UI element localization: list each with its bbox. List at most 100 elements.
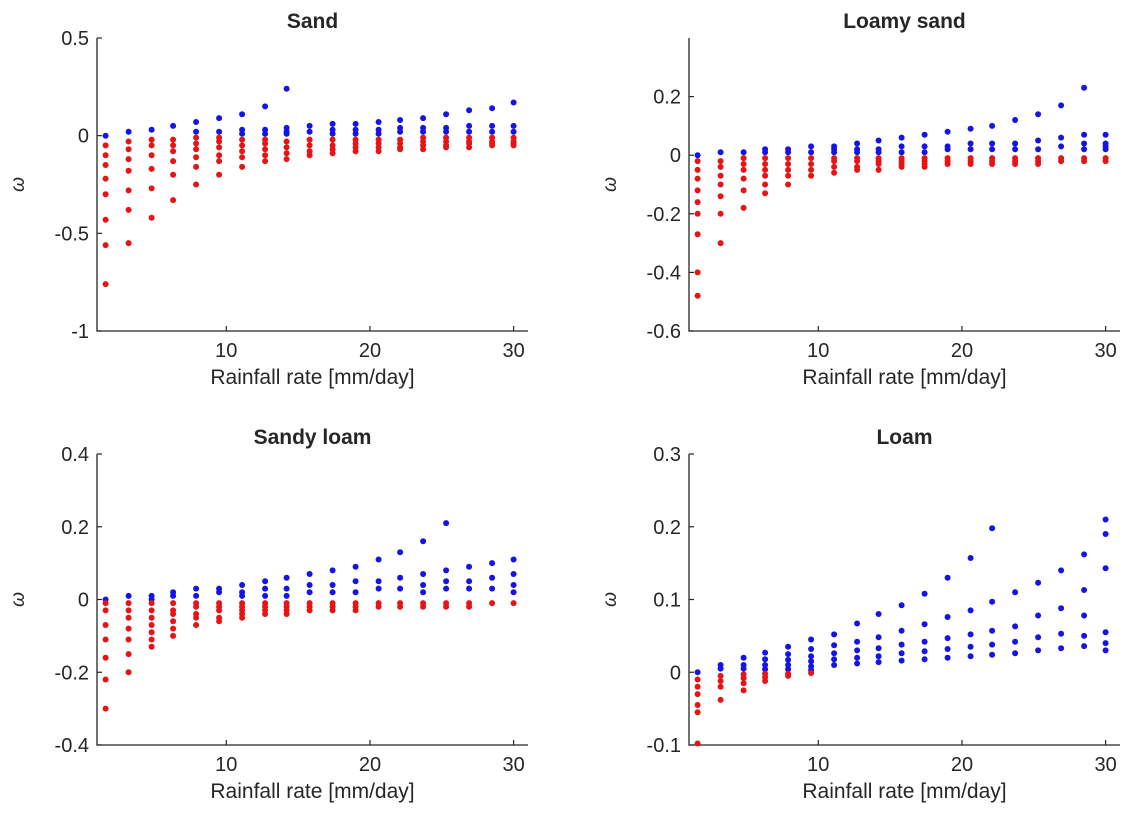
data-point-blue (397, 117, 403, 123)
data-point-red (762, 190, 768, 196)
data-point-blue (876, 138, 882, 144)
data-point-red (831, 170, 837, 176)
data-point-blue (899, 143, 905, 149)
data-point-blue (1012, 623, 1018, 629)
data-point-blue (193, 129, 199, 135)
data-point-blue (899, 602, 905, 608)
data-point-red (854, 167, 860, 173)
data-point-blue (899, 658, 905, 664)
data-point-red (466, 144, 472, 150)
data-point-red (718, 684, 724, 690)
panel-sand: Sand Rainfall rate [mm/day] ω -1 -0.5 0 0.5… (8, 10, 528, 389)
data-point-blue (353, 121, 359, 127)
data-point-red (922, 164, 928, 170)
data-point-blue (785, 149, 791, 155)
data-point-red (762, 173, 768, 179)
data-point-blue (466, 578, 472, 584)
data-point-blue (193, 119, 199, 125)
data-point-red (170, 611, 176, 617)
data-point-red (126, 187, 132, 193)
data-point-red (695, 167, 701, 173)
data-point-blue (989, 146, 995, 152)
data-point-blue (284, 575, 290, 581)
data-point-blue (1035, 111, 1041, 117)
data-point-blue (420, 115, 426, 121)
data-point-red (876, 167, 882, 173)
data-point-red (443, 604, 449, 610)
data-point-red (149, 142, 155, 148)
data-point-blue (945, 129, 951, 135)
data-point-red (284, 156, 290, 162)
data-point-blue (1103, 531, 1109, 537)
data-point-red (284, 139, 290, 145)
data-point-blue (420, 582, 426, 588)
data-point-blue (1058, 645, 1064, 651)
data-point-red (239, 154, 245, 160)
data-point-blue (420, 538, 426, 544)
data-point-blue (1103, 647, 1109, 653)
data-point-blue (968, 146, 974, 152)
data-point-red (103, 217, 109, 223)
data-point-red (489, 142, 495, 148)
data-point-red (103, 607, 109, 613)
data-point-blue (808, 149, 814, 155)
data-point-blue (1058, 567, 1064, 573)
data-point-red (126, 146, 132, 152)
data-point-blue (899, 135, 905, 141)
data-point-blue (989, 525, 995, 531)
data-point-blue (922, 132, 928, 138)
data-point-blue (831, 631, 837, 637)
data-point-blue (1081, 85, 1087, 91)
data-point-blue (899, 650, 905, 656)
panel-sandy-loam: Sandy loam Rainfall rate [mm/day] ω -0.4… (8, 426, 528, 803)
y-tick-label: 0.1 (653, 590, 681, 612)
data-point-red (695, 176, 701, 182)
data-point-blue (968, 555, 974, 561)
data-point-blue (968, 126, 974, 132)
panel-title: Loamy sand (843, 10, 966, 33)
data-point-blue (1012, 141, 1018, 147)
data-point-blue (443, 520, 449, 526)
data-point-red (126, 207, 132, 213)
data-point-blue (489, 105, 495, 111)
x-tick-label: 10 (215, 754, 237, 776)
data-point-blue (1103, 146, 1109, 152)
data-point-red (330, 150, 336, 156)
data-point-blue (1081, 613, 1087, 619)
data-point-red (103, 242, 109, 248)
data-point-blue (420, 129, 426, 135)
data-point-red (808, 670, 814, 676)
data-point-red (170, 626, 176, 632)
data-point-blue (1058, 102, 1064, 108)
data-point-red (170, 172, 176, 178)
data-point-red (149, 600, 155, 606)
data-point-blue (945, 614, 951, 620)
data-point-blue (831, 149, 837, 155)
data-point-blue (876, 149, 882, 155)
data-point-red (718, 182, 724, 188)
data-point-blue (854, 639, 860, 645)
data-point-blue (762, 656, 768, 662)
data-point-red (353, 607, 359, 613)
data-point-red (149, 615, 155, 621)
data-point-blue (1035, 613, 1041, 619)
data-point-blue (443, 578, 449, 584)
data-point-red (718, 164, 724, 170)
data-point-blue (1081, 132, 1087, 138)
data-point-blue (922, 621, 928, 627)
data-point-blue (1035, 580, 1041, 586)
data-point-red (785, 161, 791, 167)
data-point-blue (284, 586, 290, 592)
data-point-red (808, 155, 814, 161)
y-tick-label: -0.4 (647, 262, 681, 284)
data-point-blue (1103, 629, 1109, 635)
data-point-blue (989, 141, 995, 147)
data-point-red (126, 139, 132, 145)
data-point-blue (922, 639, 928, 645)
data-point-red (695, 741, 701, 747)
data-point-red (718, 678, 724, 684)
x-tick-label: 30 (503, 754, 525, 776)
data-point-red (239, 142, 245, 148)
data-point-blue (1058, 631, 1064, 637)
axes-frame (689, 38, 1120, 331)
